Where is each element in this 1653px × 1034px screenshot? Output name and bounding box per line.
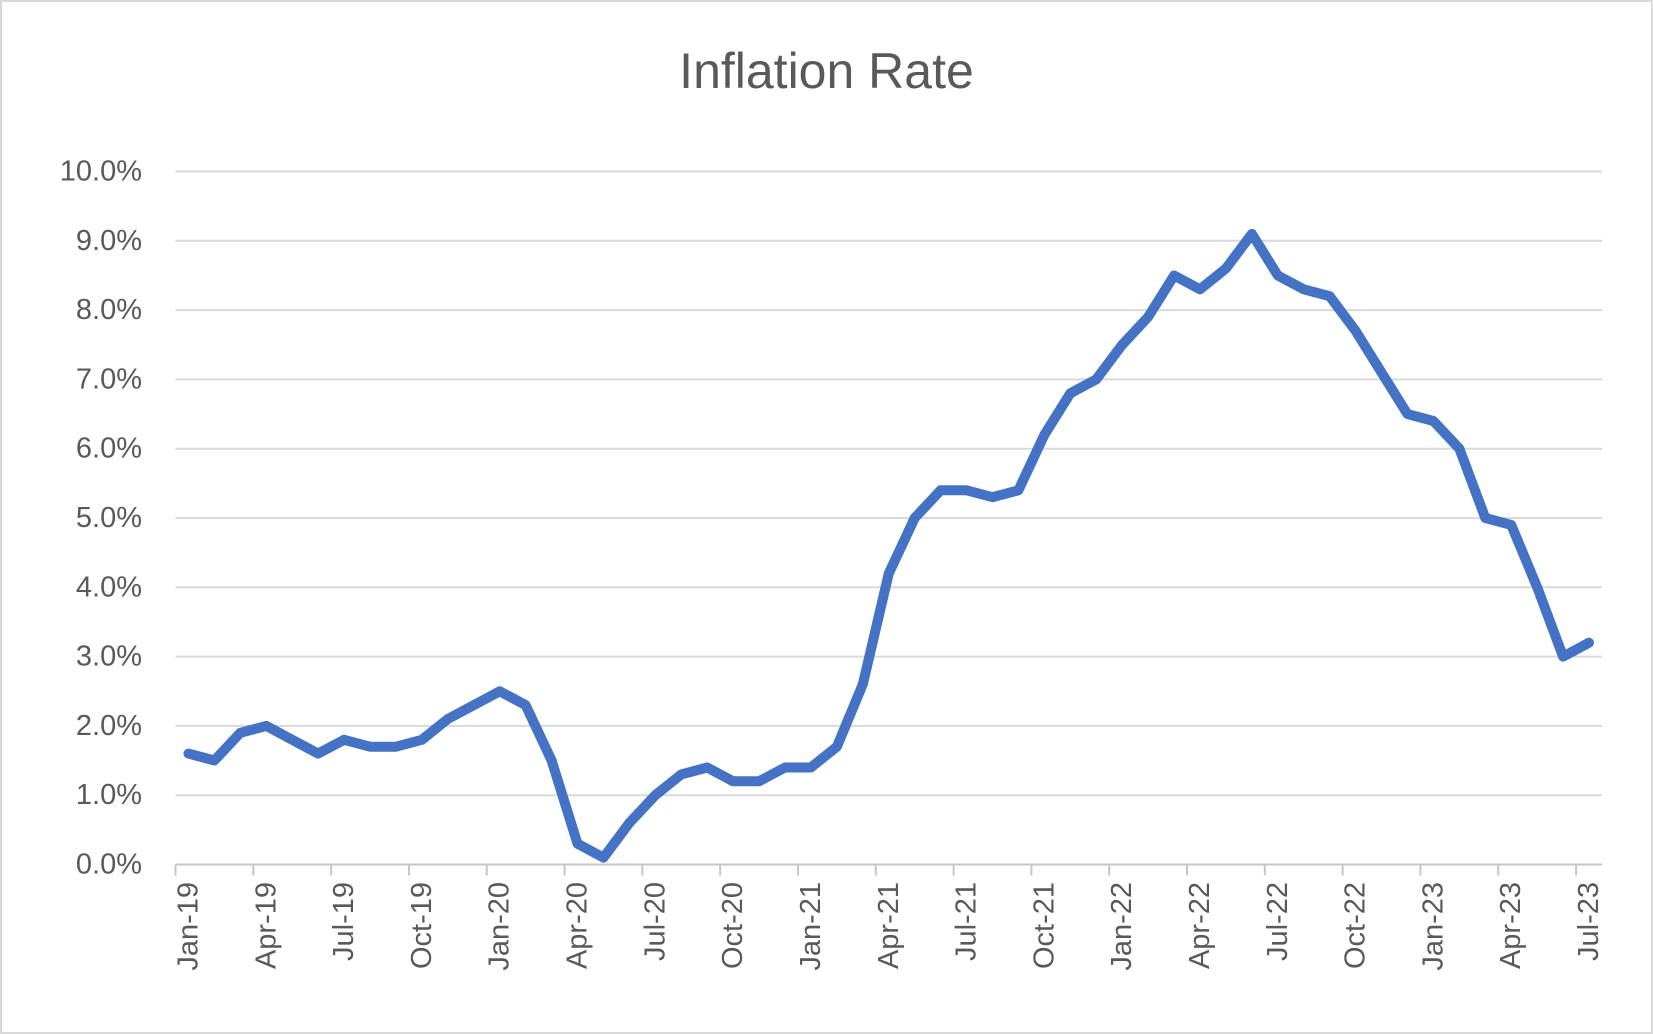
x-axis-label: Oct-21 — [1028, 882, 1060, 969]
y-axis-label: 7.0% — [76, 363, 142, 395]
x-axis-label: Jul-20 — [639, 882, 671, 961]
y-axis-label: 4.0% — [76, 571, 142, 603]
x-axis-label: Oct-22 — [1340, 882, 1372, 969]
x-axis-label: Jul-21 — [951, 882, 983, 961]
x-axis-label: Apr-20 — [562, 882, 594, 969]
x-axis-label: Apr-21 — [873, 882, 905, 969]
y-axis-label: 3.0% — [76, 641, 142, 673]
y-axis-label: 9.0% — [76, 225, 142, 257]
y-axis-label: 1.0% — [76, 779, 142, 811]
y-axis-label: 0.0% — [76, 849, 142, 881]
x-axis-label: Jan-20 — [484, 882, 516, 971]
x-axis-label: Jan-22 — [1106, 882, 1138, 971]
chart-title: Inflation Rate — [679, 43, 974, 99]
x-axis-label: Oct-19 — [406, 882, 438, 969]
y-axis-label: 2.0% — [76, 710, 142, 742]
x-axis-label: Jul-22 — [1262, 882, 1294, 961]
x-axis-label: Oct-20 — [717, 882, 749, 969]
x-axis-label: Jan-23 — [1417, 882, 1449, 971]
x-axis-label: Jul-19 — [328, 882, 360, 961]
x-axis-label: Jan-19 — [172, 882, 204, 971]
y-axis-label: 5.0% — [76, 502, 142, 534]
inflation-rate-series-line — [183, 228, 1594, 863]
x-axis-label: Jul-23 — [1573, 882, 1605, 961]
x-axis-label: Apr-19 — [250, 882, 282, 969]
x-axis-label: Apr-23 — [1495, 882, 1527, 969]
y-axis-label: 6.0% — [76, 433, 142, 465]
x-axis-label: Jan-21 — [795, 882, 827, 971]
y-axis-label: 8.0% — [76, 294, 142, 326]
x-axis-label: Apr-22 — [1184, 882, 1216, 969]
y-axis-label: 10.0% — [60, 156, 142, 188]
